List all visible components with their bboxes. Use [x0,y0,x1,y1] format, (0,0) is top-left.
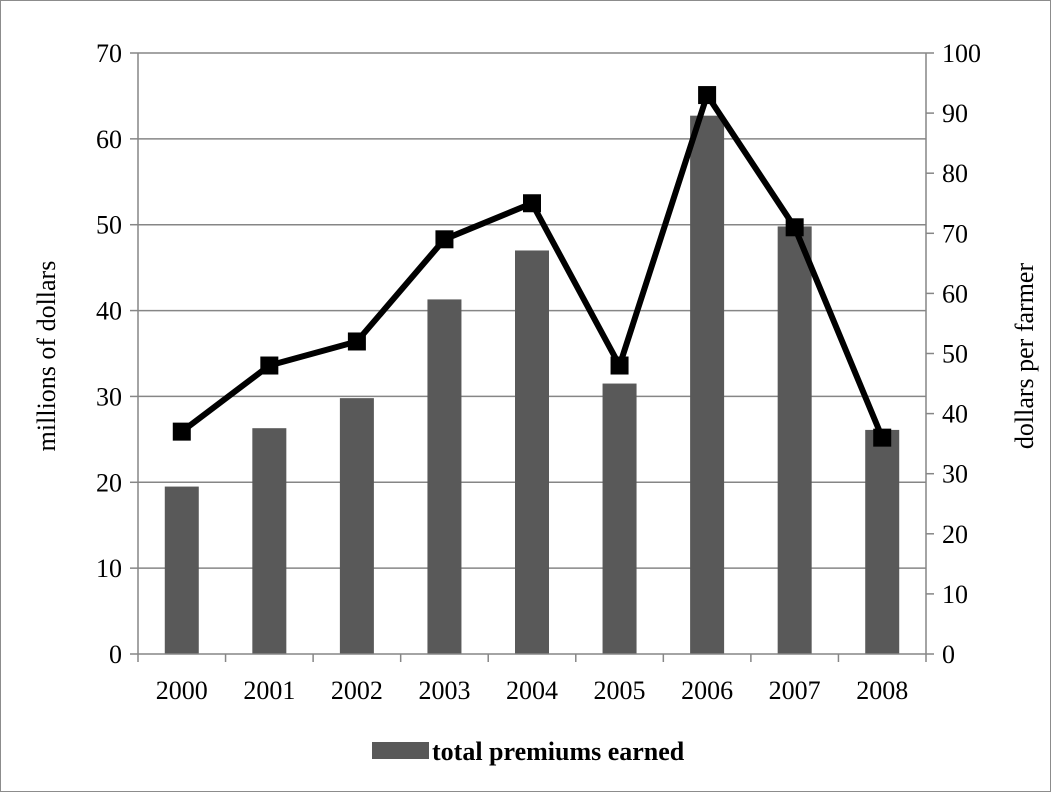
x-tick-label: 2002 [331,676,383,705]
x-tick-label: 2006 [681,676,733,705]
bar [690,115,725,654]
y-tick-label-right: 90 [942,99,968,128]
y-tick-label-right: 50 [942,340,968,369]
y-tick-label-right: 20 [942,520,968,549]
y-tick-label-right: 10 [942,580,968,609]
line-marker [347,332,366,351]
line-marker [172,422,191,441]
x-tick-label: 2000 [156,676,208,705]
line-marker [610,356,629,375]
tick-labels: 0 10 20 30 40 50 60 70 0 10 20 30 40 50 60 70 80 90 100 200… [96,39,981,705]
legend-label: total premiums earned [432,737,685,766]
y-tick-label-left: 60 [96,125,122,154]
y-tick-label-left: 30 [96,382,122,411]
y-tick-label-right: 80 [942,159,968,188]
bar [515,250,549,654]
bar-series [164,115,900,654]
y-tick-label-left: 50 [96,211,122,240]
line-marker [260,356,279,375]
y-tick-label-right: 100 [942,39,981,68]
line-marker [523,194,541,213]
bar [164,486,199,654]
bar [339,398,374,654]
y-tick-label-left: 70 [96,39,122,68]
y-axis-label-left: millions of dollars [32,261,61,452]
x-tick-label: 2008 [856,676,908,705]
line-marker [435,230,454,249]
y-tick-label-right: 40 [942,400,968,429]
line-marker [785,218,804,237]
x-tick-label: 2007 [769,676,821,705]
x-tick-label: 2004 [506,676,558,705]
y-tick-label-right: 30 [942,460,968,489]
line-marker [698,86,717,105]
bar [427,299,462,654]
bar [865,429,900,654]
bar [602,383,637,654]
x-tick-label: 2005 [594,676,646,705]
y-tick-label-right: 70 [942,219,968,248]
y-tick-label-left: 0 [109,640,122,669]
x-tick-label: 2003 [418,676,470,705]
line-marker [873,428,892,447]
axes [130,52,934,662]
legend: total premiums earned [372,737,685,766]
y-tick-label-right: 60 [942,279,968,308]
legend-swatch [372,742,429,759]
y-tick-label-left: 20 [96,468,122,497]
line-series [172,86,892,447]
y-tick-label-left: 10 [96,554,122,583]
bar [252,428,287,654]
y-axis-label-right: dollars per farmer [1010,263,1039,450]
x-tick-label: 2001 [243,676,295,705]
y-tick-label-left: 40 [96,297,122,326]
bar [777,226,812,654]
y-tick-label-right: 0 [942,640,955,669]
